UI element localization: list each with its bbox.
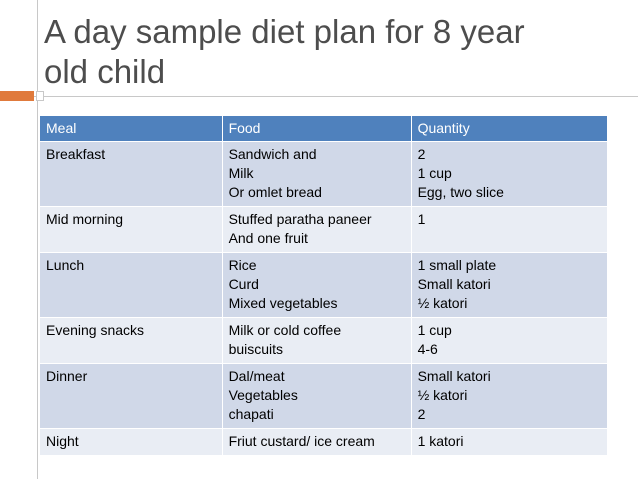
header-meal: Meal bbox=[39, 115, 223, 142]
accent-box bbox=[36, 91, 44, 101]
quantity-line: 1 cup bbox=[417, 165, 452, 181]
slide-title: A day sample diet plan for 8 year old ch… bbox=[44, 12, 604, 92]
cell-quantity: 2 1 cup Egg, two slice bbox=[410, 141, 609, 207]
food-line: Vegetables bbox=[228, 387, 298, 403]
cell-meal: Evening snacks bbox=[39, 317, 223, 364]
food-line: Milk bbox=[228, 165, 254, 181]
cell-food: Rice Curd Mixed vegetables bbox=[221, 252, 412, 318]
quantity-line: ½ katori bbox=[417, 295, 468, 311]
cell-meal: Mid morning bbox=[39, 206, 223, 253]
table-row: Evening snacks Milk or cold coffee buiscui… bbox=[39, 317, 609, 364]
cell-meal: Dinner bbox=[39, 363, 223, 429]
table-body: Breakfast Sandwich and Milk Or omlet bread 2… bbox=[39, 141, 609, 456]
cell-quantity: 1 bbox=[410, 206, 609, 253]
cell-meal: Night bbox=[39, 428, 223, 456]
food-line: buiscuits bbox=[228, 341, 284, 357]
meal-text: Breakfast bbox=[46, 146, 106, 162]
food-line: Or omlet bread bbox=[228, 184, 322, 200]
cell-quantity: 1 cup 4-6 bbox=[410, 317, 609, 364]
quantity-line: 2 bbox=[417, 146, 426, 162]
diet-plan-table: Meal Food Quantity Breakfast Sandwich and… bbox=[39, 115, 609, 456]
cell-food: Stuffed paratha paneer And one fruit bbox=[221, 206, 412, 253]
quantity-line: 1 cup bbox=[417, 322, 452, 338]
cell-food: Sandwich and Milk Or omlet bread bbox=[221, 141, 412, 207]
food-line: Curd bbox=[228, 276, 259, 292]
accent-bar bbox=[0, 91, 34, 101]
meal-text: Night bbox=[46, 433, 79, 449]
quantity-line: Egg, two slice bbox=[417, 184, 504, 200]
cell-quantity: 1 small plate Small katori ½ katori bbox=[410, 252, 609, 318]
header-quantity: Quantity bbox=[410, 115, 609, 142]
header-food: Food bbox=[221, 115, 412, 142]
cell-quantity: 1 katori bbox=[410, 428, 609, 456]
cell-food: Friut custard/ ice cream bbox=[221, 428, 412, 456]
slide-title-line-1: A day sample diet plan for 8 year bbox=[44, 13, 525, 50]
cell-meal: Breakfast bbox=[39, 141, 223, 207]
meal-text: Mid morning bbox=[46, 211, 124, 227]
quantity-line: 2 bbox=[417, 406, 426, 422]
table-row: Dinner Dal/meat Vegetables chapati Small kat… bbox=[39, 363, 609, 429]
meal-text: Evening snacks bbox=[46, 322, 145, 338]
cell-food: Dal/meat Vegetables chapati bbox=[221, 363, 412, 429]
quantity-line: 1 small plate bbox=[417, 257, 497, 273]
quantity-line: 1 bbox=[417, 211, 426, 227]
food-line: Mixed vegetables bbox=[228, 295, 338, 311]
table-row: Night Friut custard/ ice cream 1 katori bbox=[39, 428, 609, 456]
cell-meal: Lunch bbox=[39, 252, 223, 318]
table-header-row: Meal Food Quantity bbox=[39, 115, 609, 142]
quantity-line: Small katori bbox=[417, 368, 491, 384]
quantity-line: 4-6 bbox=[417, 341, 438, 357]
table-row: Mid morning Stuffed paratha paneer And one… bbox=[39, 206, 609, 253]
food-line: Rice bbox=[228, 257, 257, 273]
frame-line-vertical bbox=[37, 0, 38, 479]
quantity-line: ½ katori bbox=[417, 387, 468, 403]
quantity-line: Small katori bbox=[417, 276, 491, 292]
cell-quantity: Small katori ½ katori 2 bbox=[410, 363, 609, 429]
food-line: Sandwich and bbox=[228, 146, 317, 162]
food-line: Dal/meat bbox=[228, 368, 285, 384]
food-line: Milk or cold coffee bbox=[228, 322, 342, 338]
meal-text: Dinner bbox=[46, 368, 88, 384]
food-line: Friut custard/ ice cream bbox=[228, 433, 375, 449]
food-line: chapati bbox=[228, 406, 274, 422]
table-row: Lunch Rice Curd Mixed vegetables 1 small pla… bbox=[39, 252, 609, 318]
cell-food: Milk or cold coffee buiscuits bbox=[221, 317, 412, 364]
title-rule-right bbox=[40, 96, 638, 97]
meal-text: Lunch bbox=[46, 257, 85, 273]
food-line: Stuffed paratha paneer bbox=[228, 211, 372, 227]
table-row: Breakfast Sandwich and Milk Or omlet bread 2… bbox=[39, 141, 609, 207]
slide-title-line-2: old child bbox=[44, 53, 166, 90]
quantity-line: 1 katori bbox=[417, 433, 464, 449]
food-line: And one fruit bbox=[228, 230, 308, 246]
